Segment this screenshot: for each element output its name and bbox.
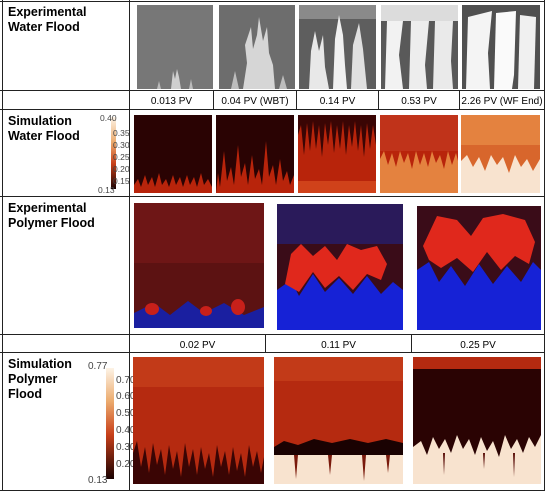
grid-line <box>0 109 545 110</box>
wf-colorbar-tick: 0.20 <box>113 164 130 174</box>
exp-wf-panel-5 <box>462 5 540 89</box>
pf-colorbar-tick: 0.60 <box>116 391 136 402</box>
grid-line <box>0 196 545 197</box>
wf-time-label-3: 0.14 PV <box>319 96 356 107</box>
sim-wf-panel-2 <box>216 115 294 193</box>
pf-colorbar-min: 0.13 <box>88 475 108 486</box>
grid-line <box>0 490 545 491</box>
pf-colorbar <box>106 368 114 479</box>
sim-pf-panel-3 <box>413 357 541 484</box>
wf-time-label-2: 0.04 PV (WBT) <box>221 96 289 107</box>
exp-pf-panel-2 <box>277 204 403 330</box>
exp-wf-panel-3 <box>299 5 376 89</box>
row-label-simulation-polymer-flood: Simulation Polymer Flood <box>8 357 72 401</box>
pf-time-label-1: 0.02 PV <box>179 340 216 351</box>
exp-wf-panel-4 <box>381 5 458 89</box>
grid-line <box>544 0 545 490</box>
grid-line <box>213 90 214 109</box>
grid-line <box>0 352 545 353</box>
row-label-experimental-water-flood: Experimental Water Flood <box>8 5 87 34</box>
row-label-experimental-polymer-flood: Experimental Polymer Flood <box>8 201 95 230</box>
pf-time-label-3: 0.25 PV <box>460 340 496 351</box>
sim-wf-panel-1 <box>134 115 212 193</box>
grid-line <box>459 90 460 109</box>
wf-time-label-5: 2.26 PV (WF End) <box>461 96 543 107</box>
grid-line <box>265 334 266 352</box>
row-label-simulation-water-flood: Simulation Water Flood <box>8 114 80 143</box>
pf-colorbar-tick: 0.70 <box>116 375 136 386</box>
exp-pf-panel-3 <box>417 206 541 330</box>
sim-wf-panel-5 <box>461 115 540 193</box>
wf-colorbar-tick: 0.30 <box>113 140 130 150</box>
exp-wf-panel-2 <box>219 5 295 89</box>
wf-time-label-4: 0.53 PV <box>401 96 437 107</box>
grid-line <box>296 90 297 109</box>
wf-colorbar-min: 0.13 <box>98 185 115 195</box>
grid-line <box>411 334 412 352</box>
grid-line <box>129 0 130 490</box>
pf-time-label-2: 0.11 PV <box>321 340 356 351</box>
wf-colorbar <box>111 117 116 189</box>
wf-colorbar-tick: 0.25 <box>113 152 130 162</box>
sim-pf-panel-1 <box>133 357 264 484</box>
pf-colorbar-tick: 0.40 <box>116 425 136 436</box>
wf-colorbar-tick: 0.35 <box>113 128 130 138</box>
exp-pf-panel-1 <box>134 203 264 328</box>
wf-colorbar-tick: 0.15 <box>113 176 130 186</box>
grid-line <box>0 90 545 91</box>
grid-line <box>0 1 545 2</box>
wf-colorbar-max: 0.40 <box>100 113 117 123</box>
sim-wf-panel-3 <box>298 115 376 193</box>
pf-colorbar-tick: 0.20 <box>116 459 136 470</box>
grid-line <box>2 0 3 490</box>
wf-time-label-1: 0.013 PV <box>150 96 193 107</box>
pf-colorbar-tick: 0.30 <box>116 442 136 453</box>
pf-colorbar-tick: 0.50 <box>116 408 136 419</box>
pf-colorbar-max: 0.77 <box>88 361 108 372</box>
exp-wf-panel-1 <box>137 5 213 89</box>
grid-line <box>0 334 545 335</box>
sim-wf-panel-4 <box>380 115 458 193</box>
sim-pf-panel-2 <box>274 357 403 484</box>
grid-line <box>378 90 379 109</box>
